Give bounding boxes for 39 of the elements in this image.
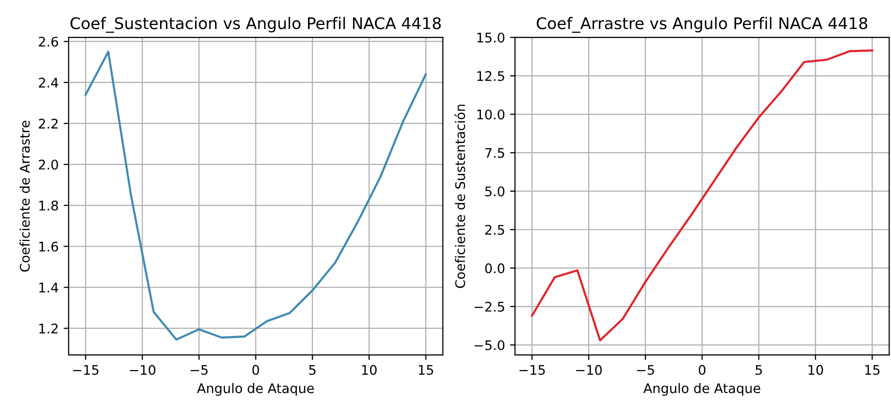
line-series	[530, 49, 874, 342]
y-tick-label: 1.6	[39, 242, 58, 252]
y-axis-title: Coeficiente de Arrastre	[20, 120, 30, 272]
y-tick-label: 2.5	[485, 224, 504, 235]
y-tick-label: 1.2	[39, 324, 58, 334]
x-tick-label: −15	[73, 365, 98, 375]
x-tick-label: −10	[130, 364, 156, 375]
x-tick-label: −15	[519, 365, 545, 375]
x-tick-label: 15	[418, 365, 434, 375]
y-tick-label: −5.0	[474, 340, 504, 350]
y-tick-label: 10.0	[477, 110, 504, 120]
x-tick-label: 5	[309, 365, 316, 375]
y-tick-label: 1.8	[39, 200, 58, 211]
x-tick-label: −5	[637, 365, 654, 375]
x-tick-label: 0	[252, 364, 260, 375]
y-tick-label: 12.5	[477, 71, 504, 82]
y-tick-label: 2.4	[38, 78, 58, 88]
x-tick-label: −5	[190, 365, 208, 375]
x-tick-label: 10	[808, 364, 824, 375]
line-series	[84, 50, 427, 341]
x-tick-label: 10	[362, 364, 377, 375]
y-tick-label: 2.6	[38, 36, 58, 47]
chart-title: Coef_Sustentacion vs Angulo Perfil NACA 4418	[70, 16, 441, 33]
x-axis-title: Angulo de Ataque	[196, 383, 314, 396]
y-tick-label: 2.0	[38, 160, 58, 170]
y-tick-label: 2.2	[38, 118, 58, 128]
y-tick-label: −2.5	[474, 302, 504, 312]
y-tick-label: 15.0	[477, 32, 504, 43]
y-tick-label: 1.4	[39, 282, 58, 292]
x-tick-label: 0	[698, 364, 706, 375]
chart-title: Coef_Arrastre vs Angulo Perfil NACA 4418	[536, 16, 868, 33]
y-tick-label: 0.0	[485, 263, 504, 274]
y-axis-title: Coeficiente de Sustentación	[454, 104, 466, 288]
y-tick-label: 5.0	[485, 186, 504, 196]
x-tick-label: 5	[756, 365, 762, 375]
y-tick-label: 7.5	[485, 148, 504, 158]
x-tick-label: 15	[865, 365, 880, 375]
x-axis-title: Angulo de Ataque	[643, 383, 760, 396]
x-tick-label: −10	[576, 364, 602, 375]
